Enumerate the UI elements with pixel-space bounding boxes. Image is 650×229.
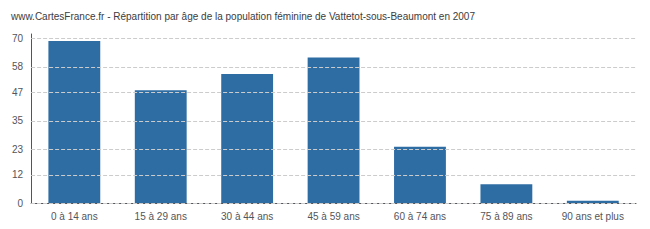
svg-text:58: 58 xyxy=(12,61,24,72)
svg-text:45 à 59 ans: 45 à 59 ans xyxy=(307,211,359,222)
svg-text:60 à 74 ans: 60 à 74 ans xyxy=(394,211,446,222)
svg-text:23: 23 xyxy=(12,144,24,155)
svg-text:75 à 89 ans: 75 à 89 ans xyxy=(480,211,532,222)
svg-text:35: 35 xyxy=(12,115,24,126)
svg-text:15 à 29 ans: 15 à 29 ans xyxy=(135,211,187,222)
svg-text:0: 0 xyxy=(18,198,24,209)
svg-text:47: 47 xyxy=(12,87,24,98)
svg-text:70: 70 xyxy=(12,33,24,44)
svg-text:www.CartesFrance.fr - Répartit: www.CartesFrance.fr - Répartition par âg… xyxy=(10,11,475,22)
svg-text:30 à 44 ans: 30 à 44 ans xyxy=(221,211,273,222)
svg-text:90 ans et plus: 90 ans et plus xyxy=(562,211,624,222)
svg-text:0 à 14 ans: 0 à 14 ans xyxy=(51,211,98,222)
svg-text:12: 12 xyxy=(12,169,24,180)
